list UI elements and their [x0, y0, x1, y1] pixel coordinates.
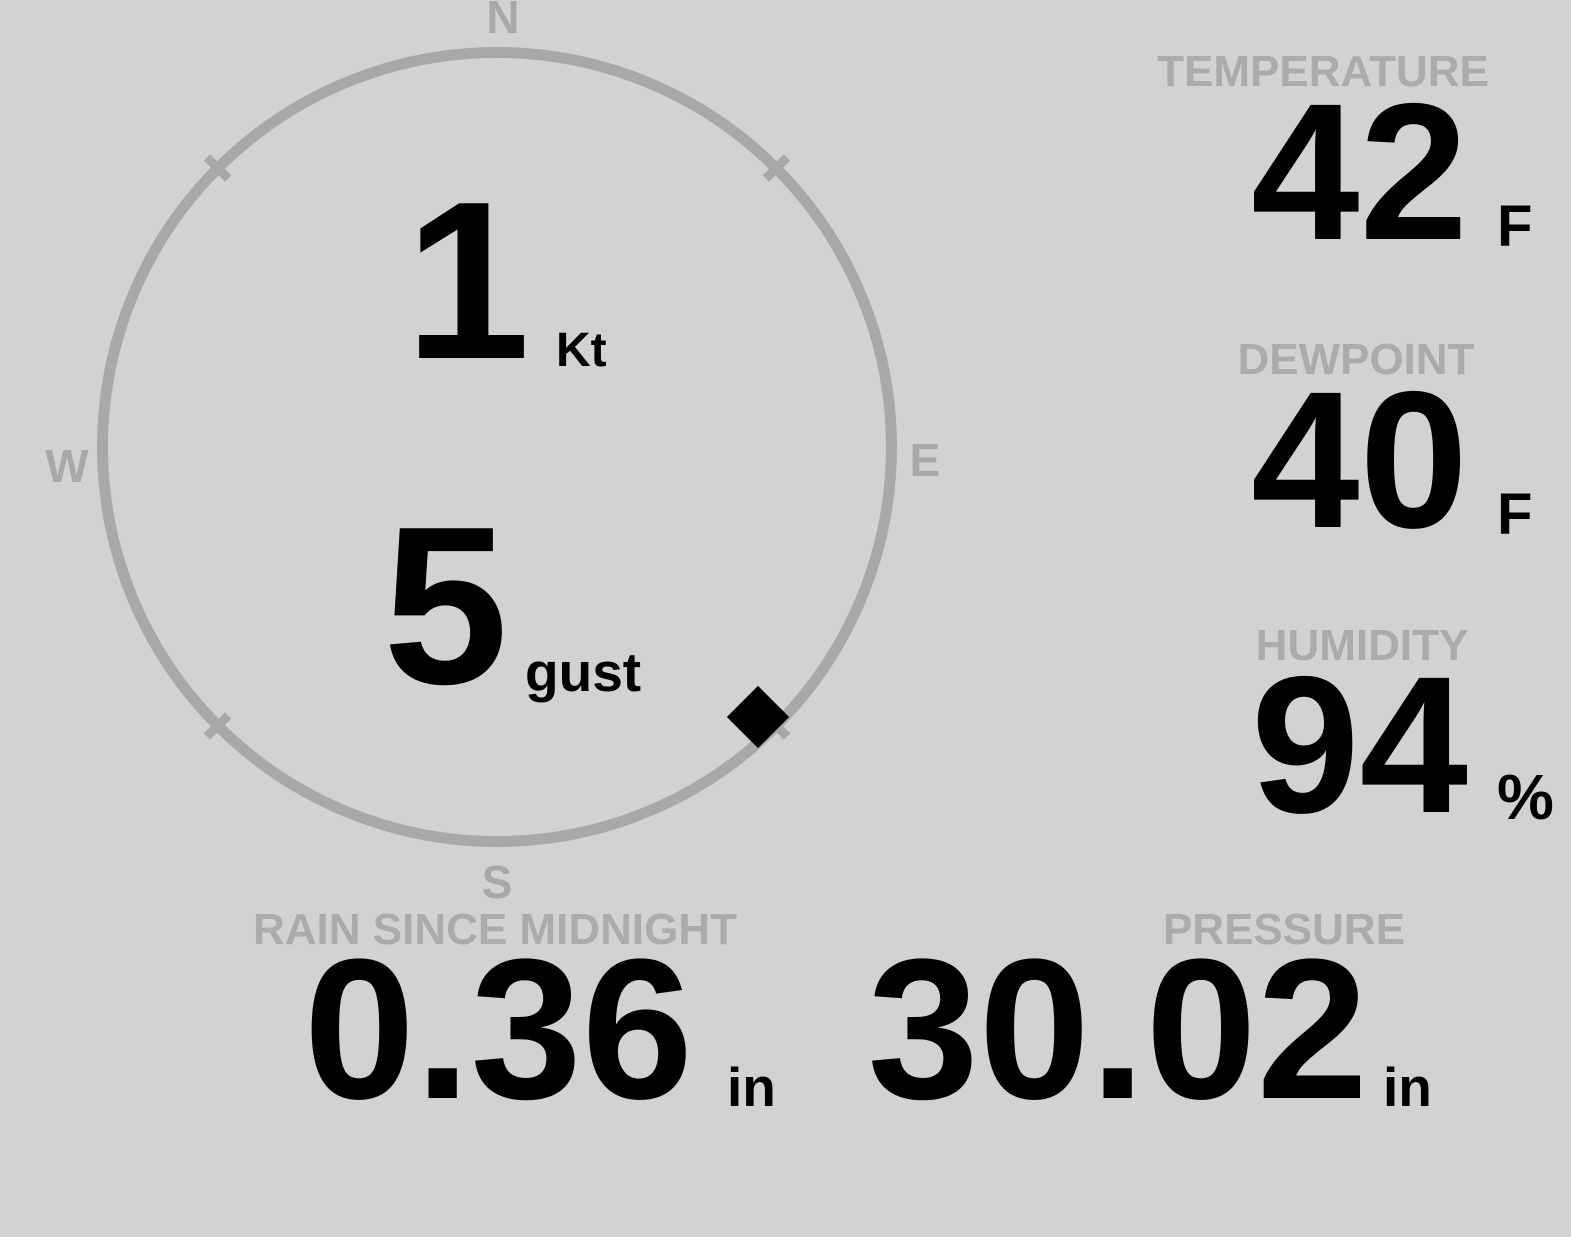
dewpoint-value: 40	[1251, 351, 1468, 569]
pressure-label: PRESSURE	[1162, 905, 1406, 954]
wind-speed-unit: Kt	[556, 324, 607, 377]
humidity-unit: %	[1497, 761, 1554, 833]
pressure-value: 30.02	[867, 918, 1369, 1141]
compass-label-south: S	[481, 856, 513, 908]
humidity-value: 94	[1251, 636, 1468, 854]
rain-since-midnight-label: RAIN SINCE MIDNIGHT	[253, 905, 737, 954]
compass-ring	[97, 47, 897, 847]
compass-label-north: N	[486, 0, 520, 43]
temperature-value: 42	[1251, 63, 1468, 281]
dewpoint-unit: F	[1497, 482, 1533, 547]
rain-since-midnight-value: 0.36	[303, 918, 693, 1141]
compass-label-west: W	[45, 440, 89, 492]
wind-gust-unit: gust	[525, 641, 642, 703]
wind-gust-value: 5	[383, 479, 509, 731]
humidity-label: HUMIDITY	[1255, 621, 1469, 670]
wind-speed-value: 1	[405, 154, 531, 406]
pressure-unit: in	[1383, 1056, 1432, 1118]
temperature-label: TEMPERATURE	[1157, 47, 1489, 96]
rain-since-midnight-unit: in	[727, 1056, 776, 1118]
compass-label-east: E	[909, 434, 941, 486]
temperature-unit: F	[1497, 194, 1533, 259]
dewpoint-label: DEWPOINT	[1237, 335, 1475, 384]
